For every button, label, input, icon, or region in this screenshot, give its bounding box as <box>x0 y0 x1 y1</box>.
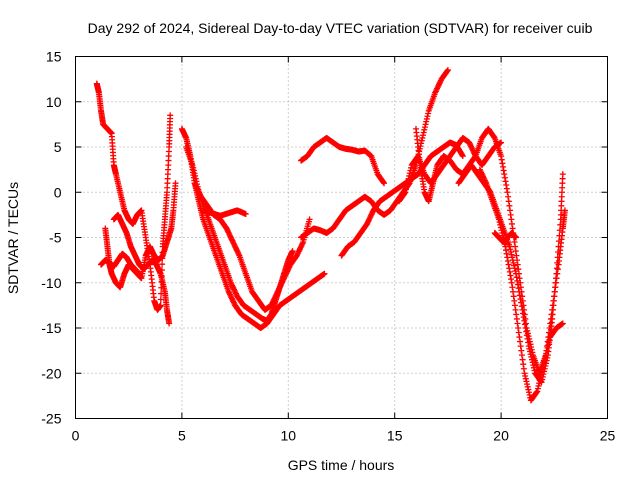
x-tick-label: 0 <box>72 428 80 444</box>
x-tick-label: 25 <box>600 428 616 444</box>
data-point <box>166 320 173 327</box>
series-arc-d <box>98 250 143 277</box>
data-point <box>555 243 562 250</box>
data-point <box>157 302 164 309</box>
data-point <box>556 227 563 234</box>
data-point <box>559 171 566 178</box>
data-point <box>306 216 313 223</box>
data-point <box>136 270 143 277</box>
data-point <box>381 180 388 187</box>
data-point <box>559 320 566 327</box>
plot-frame <box>75 56 608 419</box>
data-point <box>512 234 519 241</box>
y-tick-label: 0 <box>54 184 62 200</box>
y-tick-label: -5 <box>49 230 62 246</box>
axis-ticks: 0 5 10 15 20 25 -25 -20 -15 -10 -5 0 5 10 15 <box>41 49 615 444</box>
data-point <box>555 238 562 245</box>
series-arc-e <box>178 125 328 331</box>
data-point <box>557 221 564 228</box>
data-point <box>444 67 451 74</box>
x-tick-label: 20 <box>493 428 509 444</box>
data-point <box>242 210 249 217</box>
y-tick-label: -10 <box>41 275 61 291</box>
series-arc-f <box>183 144 296 324</box>
data-point <box>556 232 563 239</box>
data-point <box>553 265 560 272</box>
series-arc-p <box>491 229 519 246</box>
data-point <box>554 259 561 266</box>
data-point <box>172 180 179 187</box>
data-point <box>321 270 328 277</box>
y-tick-label: -15 <box>41 320 61 336</box>
series-arc-g <box>191 180 313 313</box>
grid <box>75 56 608 419</box>
data-point <box>554 254 561 261</box>
y-axis-label: SDTVAR / TECUs <box>5 182 21 294</box>
x-tick-label: 15 <box>387 428 403 444</box>
data-point <box>553 270 560 277</box>
x-tick-label: 5 <box>178 428 186 444</box>
data-point <box>159 261 166 268</box>
data-series <box>93 67 568 404</box>
y-tick-label: -20 <box>41 365 61 381</box>
data-point <box>498 139 505 146</box>
series-arc-o <box>476 166 566 404</box>
y-tick-label: -25 <box>41 411 61 427</box>
data-point <box>555 248 562 255</box>
data-point <box>289 248 296 255</box>
y-tick-label: 5 <box>54 139 62 155</box>
series-arc-k <box>338 139 466 259</box>
y-tick-label: 10 <box>46 94 62 110</box>
series-arc-a <box>93 80 174 313</box>
series-arc-h <box>200 207 249 219</box>
data-point <box>459 153 466 160</box>
series-arc-m <box>412 125 568 377</box>
x-axis-label: GPS time / hours <box>288 457 395 473</box>
series-arc-j <box>298 134 388 187</box>
chart-title: Day 292 of 2024, Sidereal Day-to-day VTE… <box>88 20 593 36</box>
series-arc-c <box>110 211 173 327</box>
x-tick-label: 10 <box>281 428 297 444</box>
data-point <box>167 112 174 119</box>
y-tick-label: 15 <box>46 49 62 65</box>
